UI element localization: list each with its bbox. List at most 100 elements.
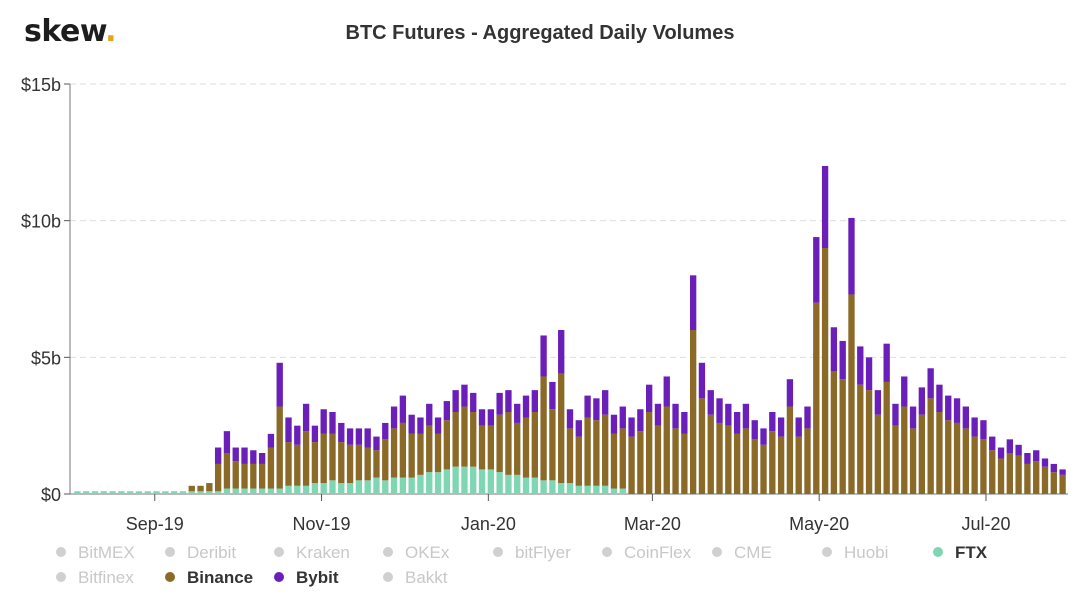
legend-marker-icon [933, 547, 943, 557]
bar-ftx [91, 491, 99, 494]
bar-ftx [109, 491, 116, 494]
legend-row: BitMEX Deribit Kraken OKEx bitFlyer CoinFlex C… [56, 543, 1056, 568]
bar-binance [681, 433, 688, 494]
bar-binance [223, 453, 231, 489]
bar-binance [549, 409, 556, 481]
skew-logo: skew. [24, 14, 117, 49]
bar-ftx [197, 491, 204, 494]
bar-bybit [742, 403, 750, 429]
bar-binance [637, 431, 644, 494]
legend-row: Bitfinex Binance Bybit Bakkt [56, 568, 1056, 593]
bar-binance [821, 248, 829, 494]
bar-bybit [267, 433, 275, 448]
bar-ftx [602, 485, 609, 494]
bar-ftx [250, 488, 257, 494]
bar-ftx [83, 491, 90, 494]
bar-binance [575, 436, 582, 486]
legend-item-bitfinex[interactable]: Bitfinex [56, 568, 134, 588]
bar-bybit [417, 417, 424, 434]
bar-binance [689, 330, 697, 494]
bar-bybit [452, 390, 459, 412]
bar-binance [874, 414, 882, 494]
bar-ftx [470, 466, 477, 494]
bar-ftx [364, 480, 371, 494]
bar-binance [698, 398, 706, 494]
bar-binance [830, 371, 838, 494]
bar-bybit [936, 384, 943, 412]
legend-item-bitflyer[interactable]: bitFlyer [493, 543, 571, 563]
legend-item-bakkt[interactable]: Bakkt [383, 568, 448, 588]
x-tick-label: Sep-19 [126, 514, 184, 534]
bar-binance [892, 425, 899, 494]
legend-marker-icon [56, 547, 66, 557]
bar-binance [443, 420, 451, 470]
legend-item-kraken[interactable]: Kraken [274, 543, 350, 563]
legend-marker-icon [602, 547, 612, 557]
legend-item-binance[interactable]: Binance [165, 568, 253, 588]
bar-binance [531, 412, 538, 478]
bar-ftx [531, 477, 538, 494]
bar-binance [857, 384, 864, 494]
bar-bybit [531, 390, 538, 412]
bar-ftx [162, 491, 169, 494]
bar-binance [945, 420, 952, 494]
bar-bybit [549, 381, 556, 410]
bar-bybit [786, 379, 794, 407]
bar-ftx [285, 485, 292, 494]
bar-bybit [646, 384, 653, 412]
bar-binance [382, 439, 389, 481]
bar-bybit [294, 425, 301, 445]
legend-item-huobi[interactable]: Huobi [822, 543, 888, 563]
bar-bybit [953, 398, 961, 423]
bar-bybit [566, 409, 574, 429]
bar-ftx [135, 491, 143, 494]
bar-ftx [311, 483, 319, 494]
bar-bybit [1033, 450, 1040, 462]
bar-bybit [232, 447, 239, 462]
bar-ftx [408, 477, 415, 494]
legend-item-okex[interactable]: OKEx [383, 543, 449, 563]
bar-ftx [443, 469, 451, 494]
legend-item-deribit[interactable]: Deribit [165, 543, 236, 563]
bar-bybit [927, 368, 934, 399]
bar-binance [399, 422, 407, 478]
bar-binance [514, 422, 521, 475]
bar-bybit [839, 340, 846, 380]
bar-binance [883, 381, 890, 494]
bar-binance [980, 439, 987, 494]
bar-binance [558, 373, 565, 484]
bar-binance [628, 436, 635, 494]
bar-binance [302, 431, 310, 486]
bar-ftx [487, 469, 494, 494]
bar-bybit [593, 398, 600, 421]
bar-binance [619, 428, 626, 489]
bar-ftx [232, 488, 239, 494]
bar-binance [197, 485, 204, 492]
bar-bybit [971, 417, 978, 437]
bar-ftx [593, 485, 600, 494]
bar-binance [716, 422, 723, 494]
bar-binance [364, 447, 371, 481]
bar-bybit [628, 417, 635, 437]
bar-binance [602, 414, 609, 486]
legend-item-cme[interactable]: CME [712, 543, 772, 563]
bar-binance [1024, 463, 1031, 494]
legend-item-bybit[interactable]: Bybit [274, 568, 339, 588]
legend-label: BitMEX [78, 543, 135, 562]
legend-item-bitmex[interactable]: BitMEX [56, 543, 135, 563]
bar-binance [487, 425, 494, 470]
legend-marker-icon [822, 547, 832, 557]
legend-item-coinflex[interactable]: CoinFlex [602, 543, 691, 563]
bar-ftx [514, 474, 521, 494]
bar-bybit [285, 417, 292, 443]
bar-bybit [883, 343, 890, 382]
bar-binance [426, 425, 433, 473]
bar-ftx [558, 483, 565, 494]
bar-bybit [698, 362, 706, 399]
bar-ftx [417, 474, 424, 494]
bar-bybit [540, 335, 547, 377]
bar-binance [452, 412, 459, 467]
legend-item-ftx[interactable]: FTX [933, 543, 987, 563]
bar-binance [654, 425, 662, 494]
logo-dot: . [105, 14, 117, 49]
